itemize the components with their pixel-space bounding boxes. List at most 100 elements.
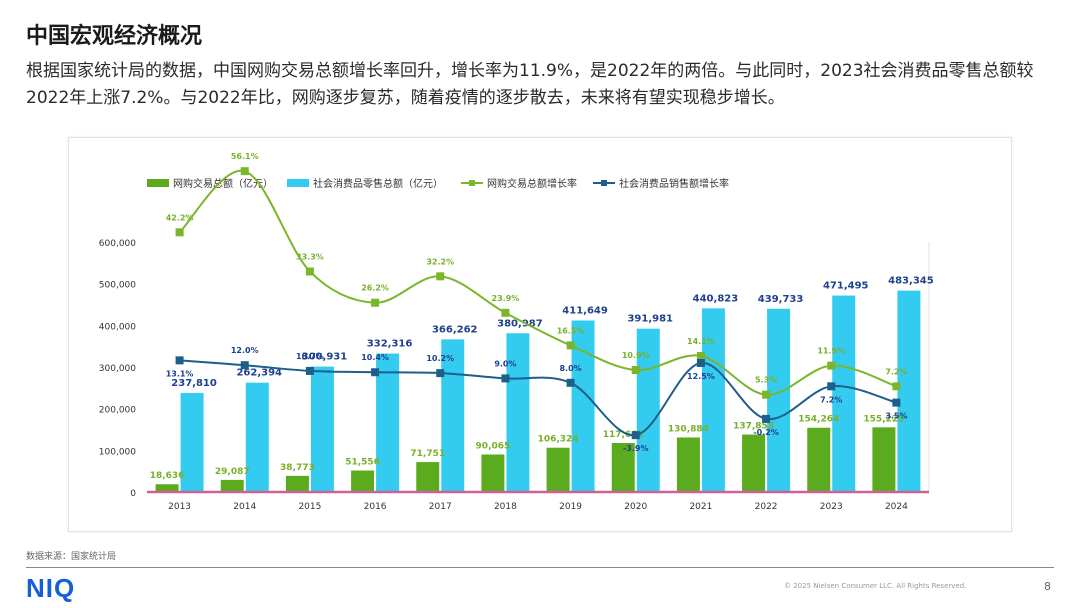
bar-online xyxy=(416,462,440,492)
bar-label-online: 106,324 xyxy=(538,435,579,445)
rate-label-retail: 10.7% xyxy=(296,352,324,361)
point-online-growth xyxy=(240,167,249,176)
niq-logo: NIQ xyxy=(26,573,76,603)
bar-label-online: 71,751 xyxy=(410,449,445,459)
point-retail-growth xyxy=(175,356,184,365)
page-number: 8 xyxy=(1044,580,1051,593)
bar-label-retail: 380,987 xyxy=(497,318,543,329)
bar-label-online: 38,773 xyxy=(280,463,315,473)
y-tick-label: 600,000 xyxy=(99,239,136,249)
x-tick-label: 2018 xyxy=(494,502,517,512)
y-tick-label: 300,000 xyxy=(99,364,136,374)
legend-label: 网购交易总额（亿元） xyxy=(173,177,273,190)
bar-online xyxy=(807,427,831,492)
bar-retail xyxy=(701,308,725,492)
bar-label-retail: 300,931 xyxy=(302,352,348,363)
point-online-growth xyxy=(827,361,836,370)
rate-label-retail: 7.2% xyxy=(820,395,842,404)
bar-online xyxy=(285,475,309,492)
bar-online xyxy=(872,427,896,492)
y-tick-label: 400,000 xyxy=(99,322,136,332)
legend-marker xyxy=(469,180,475,186)
bar-retail xyxy=(310,366,334,492)
rate-label-online: 26.2% xyxy=(361,284,389,293)
x-tick-label: 2015 xyxy=(298,502,321,512)
combo-chart: 网购交易总额（亿元） 社会消费品零售总额（亿元） 网购交易总额增长率 社会消费品销售额… xyxy=(99,152,934,512)
bar-label-online: 90,065 xyxy=(476,441,511,451)
rate-label-online: 10.9% xyxy=(622,351,650,360)
legend-label: 社会消费品销售额增长率 xyxy=(619,177,729,190)
rate-label-retail: 12.5% xyxy=(687,372,715,381)
point-online-growth xyxy=(762,390,771,399)
bar-label-retail: 237,810 xyxy=(171,378,217,389)
y-tick-label: 500,000 xyxy=(99,281,136,291)
point-retail-growth xyxy=(305,366,314,375)
point-retail-growth xyxy=(436,369,445,378)
footer-divider xyxy=(26,567,1054,568)
rate-label-online: 23.9% xyxy=(492,294,520,303)
bar-label-online: 155,225 xyxy=(863,414,904,424)
bar-label-retail: 483,345 xyxy=(888,276,934,287)
point-retail-growth xyxy=(631,431,640,440)
legend-label: 社会消费品零售总额（亿元） xyxy=(313,177,443,190)
bar-label-online: 154,264 xyxy=(798,415,839,425)
chart-container: 网购交易总额（亿元） 社会消费品零售总额（亿元） 网购交易总额增长率 社会消费品销售额… xyxy=(68,137,1012,532)
rate-label-retail: -3.9% xyxy=(623,444,649,453)
bar-label-retail: 391,981 xyxy=(627,314,673,325)
point-online-growth xyxy=(371,298,380,307)
bar-online xyxy=(351,470,375,492)
bar-label-retail: 366,262 xyxy=(432,324,478,335)
rate-label-retail: 13.1% xyxy=(166,369,194,378)
intro-paragraph: 根据国家统计局的数据，中国网购交易总额增长率回升，增长率为11.9%，是2022… xyxy=(26,61,1034,108)
rate-label-online: 7.2% xyxy=(885,367,907,376)
rate-label-retail: 10.2% xyxy=(426,354,454,363)
bar-retail xyxy=(767,308,791,492)
rate-label-retail: -0.2% xyxy=(753,428,779,437)
legend-label: 网购交易总额增长率 xyxy=(487,177,577,190)
x-tick-label: 2016 xyxy=(364,502,387,512)
rate-label-online: 11.9% xyxy=(817,347,845,356)
point-online-growth xyxy=(566,341,575,350)
point-online-growth xyxy=(696,351,705,360)
bar-retail xyxy=(506,333,530,492)
rate-label-retail: 3.5% xyxy=(885,412,907,421)
bar-retail xyxy=(571,320,595,492)
point-online-growth xyxy=(501,308,510,317)
bar-retail xyxy=(832,295,856,492)
x-tick-label: 2023 xyxy=(820,502,843,512)
point-online-growth xyxy=(436,272,445,281)
y-tick-label: 100,000 xyxy=(99,447,136,457)
legend-swatch xyxy=(147,179,169,187)
point-retail-growth xyxy=(827,382,836,391)
x-tick-label: 2021 xyxy=(689,502,712,512)
x-tick-label: 2014 xyxy=(233,502,256,512)
bar-online xyxy=(742,434,766,492)
point-online-growth xyxy=(175,228,184,237)
y-tick-label: 0 xyxy=(130,489,136,499)
point-retail-growth xyxy=(501,374,510,383)
point-retail-growth xyxy=(892,398,901,407)
page-title: 中国宏观经济概况 xyxy=(26,24,203,49)
x-tick-label: 2022 xyxy=(755,502,778,512)
bar-online xyxy=(546,447,570,492)
point-retail-growth xyxy=(696,359,705,367)
copyright-text: © 2025 Nielsen Consumer LLC. All Rights … xyxy=(784,582,967,590)
rate-label-online: 14.1% xyxy=(687,337,715,346)
bar-online xyxy=(676,437,700,492)
x-tick-label: 2020 xyxy=(624,502,647,512)
x-tick-label: 2024 xyxy=(885,502,908,512)
x-tick-label: 2017 xyxy=(429,502,452,512)
rate-label-retail: 12.0% xyxy=(231,346,259,355)
source-note: 数据来源：国家统计局 xyxy=(26,552,117,562)
point-retail-growth xyxy=(762,414,771,423)
point-online-growth xyxy=(305,267,314,276)
bar-label-online: 18,636 xyxy=(150,471,185,481)
rate-label-online: 32.2% xyxy=(426,257,454,266)
bar-retail xyxy=(180,392,204,492)
bar-label-retail: 471,495 xyxy=(823,281,869,292)
bar-label-retail: 411,649 xyxy=(562,305,608,316)
x-tick-label: 2013 xyxy=(168,502,191,512)
bar-label-online: 137,853 xyxy=(733,422,774,432)
point-retail-growth xyxy=(240,361,249,370)
bar-online xyxy=(155,484,179,492)
